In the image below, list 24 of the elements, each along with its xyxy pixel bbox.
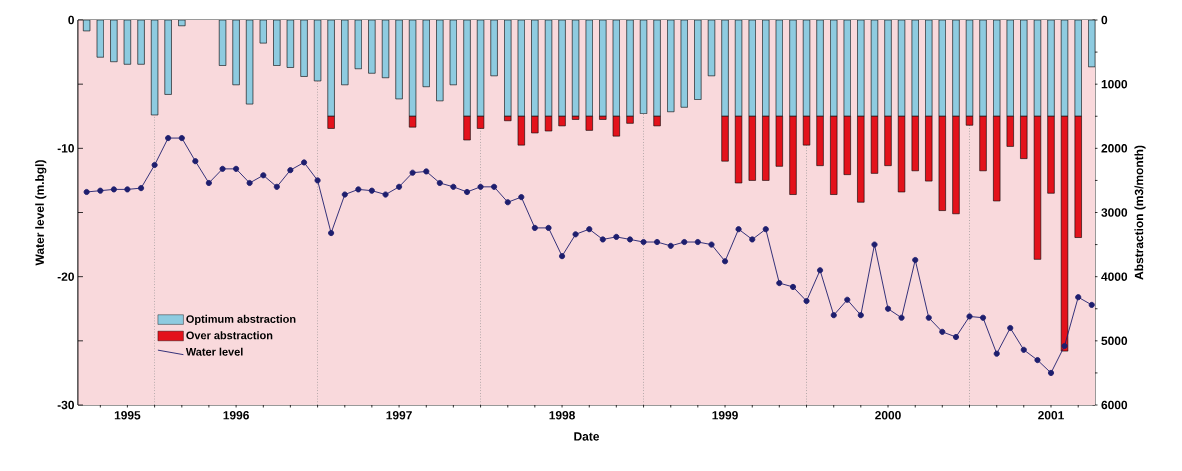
y-tick-label: 0 bbox=[68, 15, 74, 25]
y2-tick-label: 5000 bbox=[1101, 336, 1128, 346]
y-tick-label: -20 bbox=[57, 272, 74, 281]
x-tick-label: 1998 bbox=[549, 411, 575, 420]
y-tick-label: -10 bbox=[57, 144, 74, 153]
legend-label: Optimum abstraction bbox=[186, 314, 296, 326]
y2-tick-label: 0 bbox=[1101, 15, 1108, 25]
x-tick-label: 1995 bbox=[114, 411, 141, 420]
x-tick-label: 1997 bbox=[386, 411, 412, 420]
y2-tick-label: 1000 bbox=[1101, 79, 1128, 89]
y2-tick-label: 3000 bbox=[1101, 208, 1128, 217]
x-tick-label: 1999 bbox=[712, 411, 738, 420]
y2-tick-label: 4000 bbox=[1101, 272, 1128, 281]
y-axis-title: Water level (m.bgl) bbox=[35, 160, 47, 266]
y2-tick-label: 2000 bbox=[1101, 144, 1128, 153]
legend-label: Over abstraction bbox=[186, 331, 273, 340]
legend-label: Water level bbox=[185, 347, 243, 356]
y2-axis-title: Abstraction (m3/month) bbox=[1134, 145, 1146, 280]
x-axis-title: Date bbox=[574, 432, 600, 441]
x-tick-label: 2001 bbox=[1038, 411, 1064, 420]
y2-tick-label: 6000 bbox=[1101, 400, 1128, 410]
x-tick-label: 1996 bbox=[223, 411, 249, 420]
x-tick-label: 2000 bbox=[875, 411, 901, 420]
y-tick-label: -30 bbox=[57, 400, 74, 410]
